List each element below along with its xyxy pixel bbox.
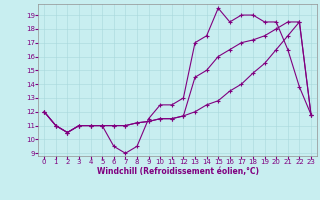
X-axis label: Windchill (Refroidissement éolien,°C): Windchill (Refroidissement éolien,°C) (97, 167, 259, 176)
